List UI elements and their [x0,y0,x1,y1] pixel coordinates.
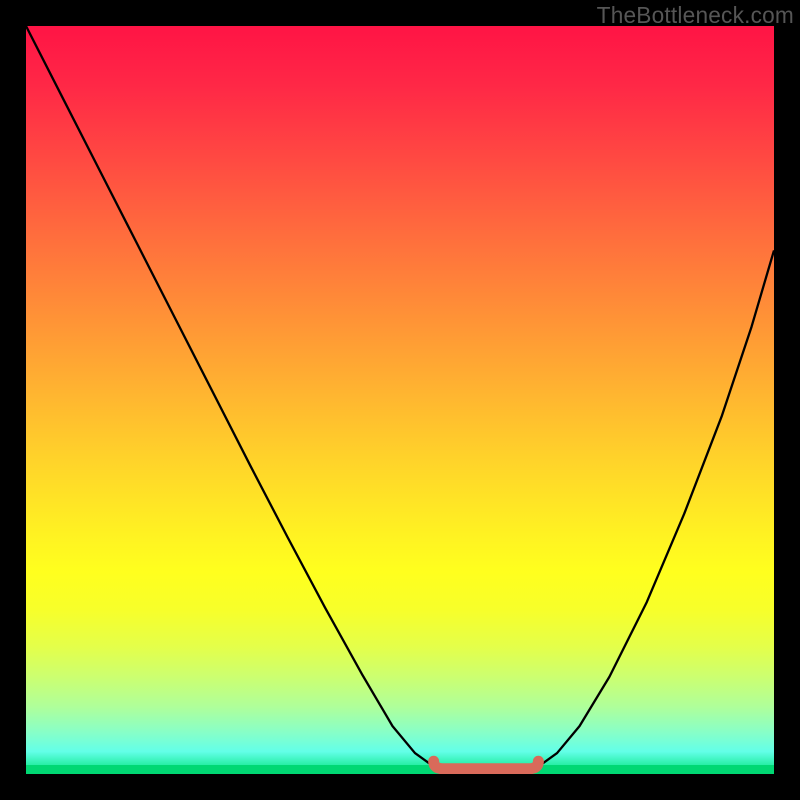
watermark-text: TheBottleneck.com [597,2,794,29]
chart-background [26,26,774,774]
chart-bottom-band [26,765,774,774]
chart-svg [0,0,800,800]
bottleneck-chart: TheBottleneck.com [0,0,800,800]
